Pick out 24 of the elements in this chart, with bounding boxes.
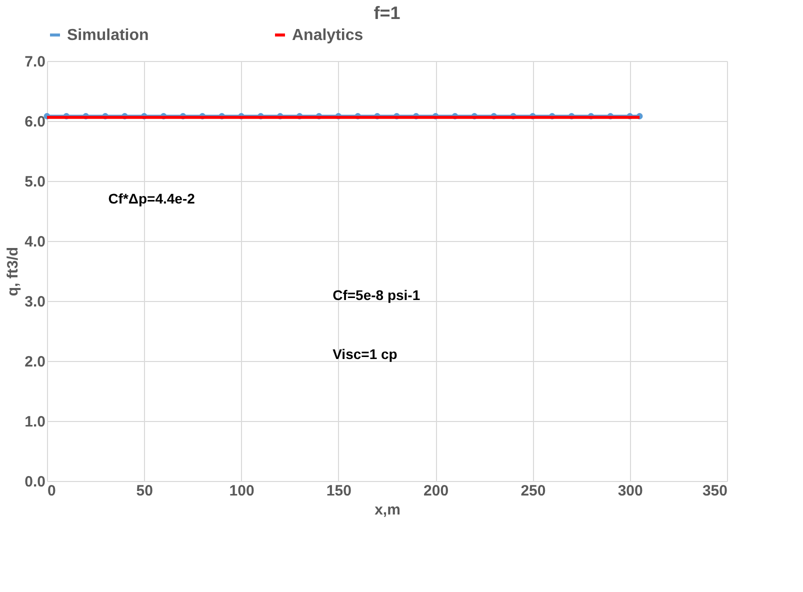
x-tick-label: 50 (136, 482, 153, 500)
y-tick-label: 0.0 (24, 474, 46, 490)
y-tick-label: 4.0 (24, 234, 46, 250)
annotation: Cf*Δp=4.4e-2 (108, 190, 196, 207)
annotation: Cf=5e-8 psi-1 (332, 287, 420, 304)
x-tick-label: 200 (424, 482, 449, 500)
y-tick-label: 2.0 (24, 354, 46, 370)
y-tick-label: 1.0 (24, 414, 46, 430)
x-tick-label: 300 (618, 482, 643, 500)
x-axis-title: x,m (374, 502, 400, 518)
y-tick-label: 5.0 (24, 174, 46, 190)
x-tick-label: 150 (326, 482, 352, 500)
x-tick-label: 0 (48, 482, 56, 500)
y-tick-label: 7.0 (24, 54, 46, 70)
y-tick-label: 6.0 (24, 114, 46, 130)
legend-label: Simulation (67, 27, 149, 44)
chart-title: f=1 (374, 3, 400, 23)
y-axis-title: q, ft3/d (4, 246, 22, 296)
legend-label: Analytics (292, 27, 364, 44)
x-tick-label: 350 (702, 482, 728, 500)
annotation: Visc=1 cp (332, 346, 398, 362)
x-tick-label: 100 (229, 482, 254, 500)
y-tick-label: 3.0 (24, 294, 46, 310)
x-tick-label: 250 (520, 482, 546, 500)
